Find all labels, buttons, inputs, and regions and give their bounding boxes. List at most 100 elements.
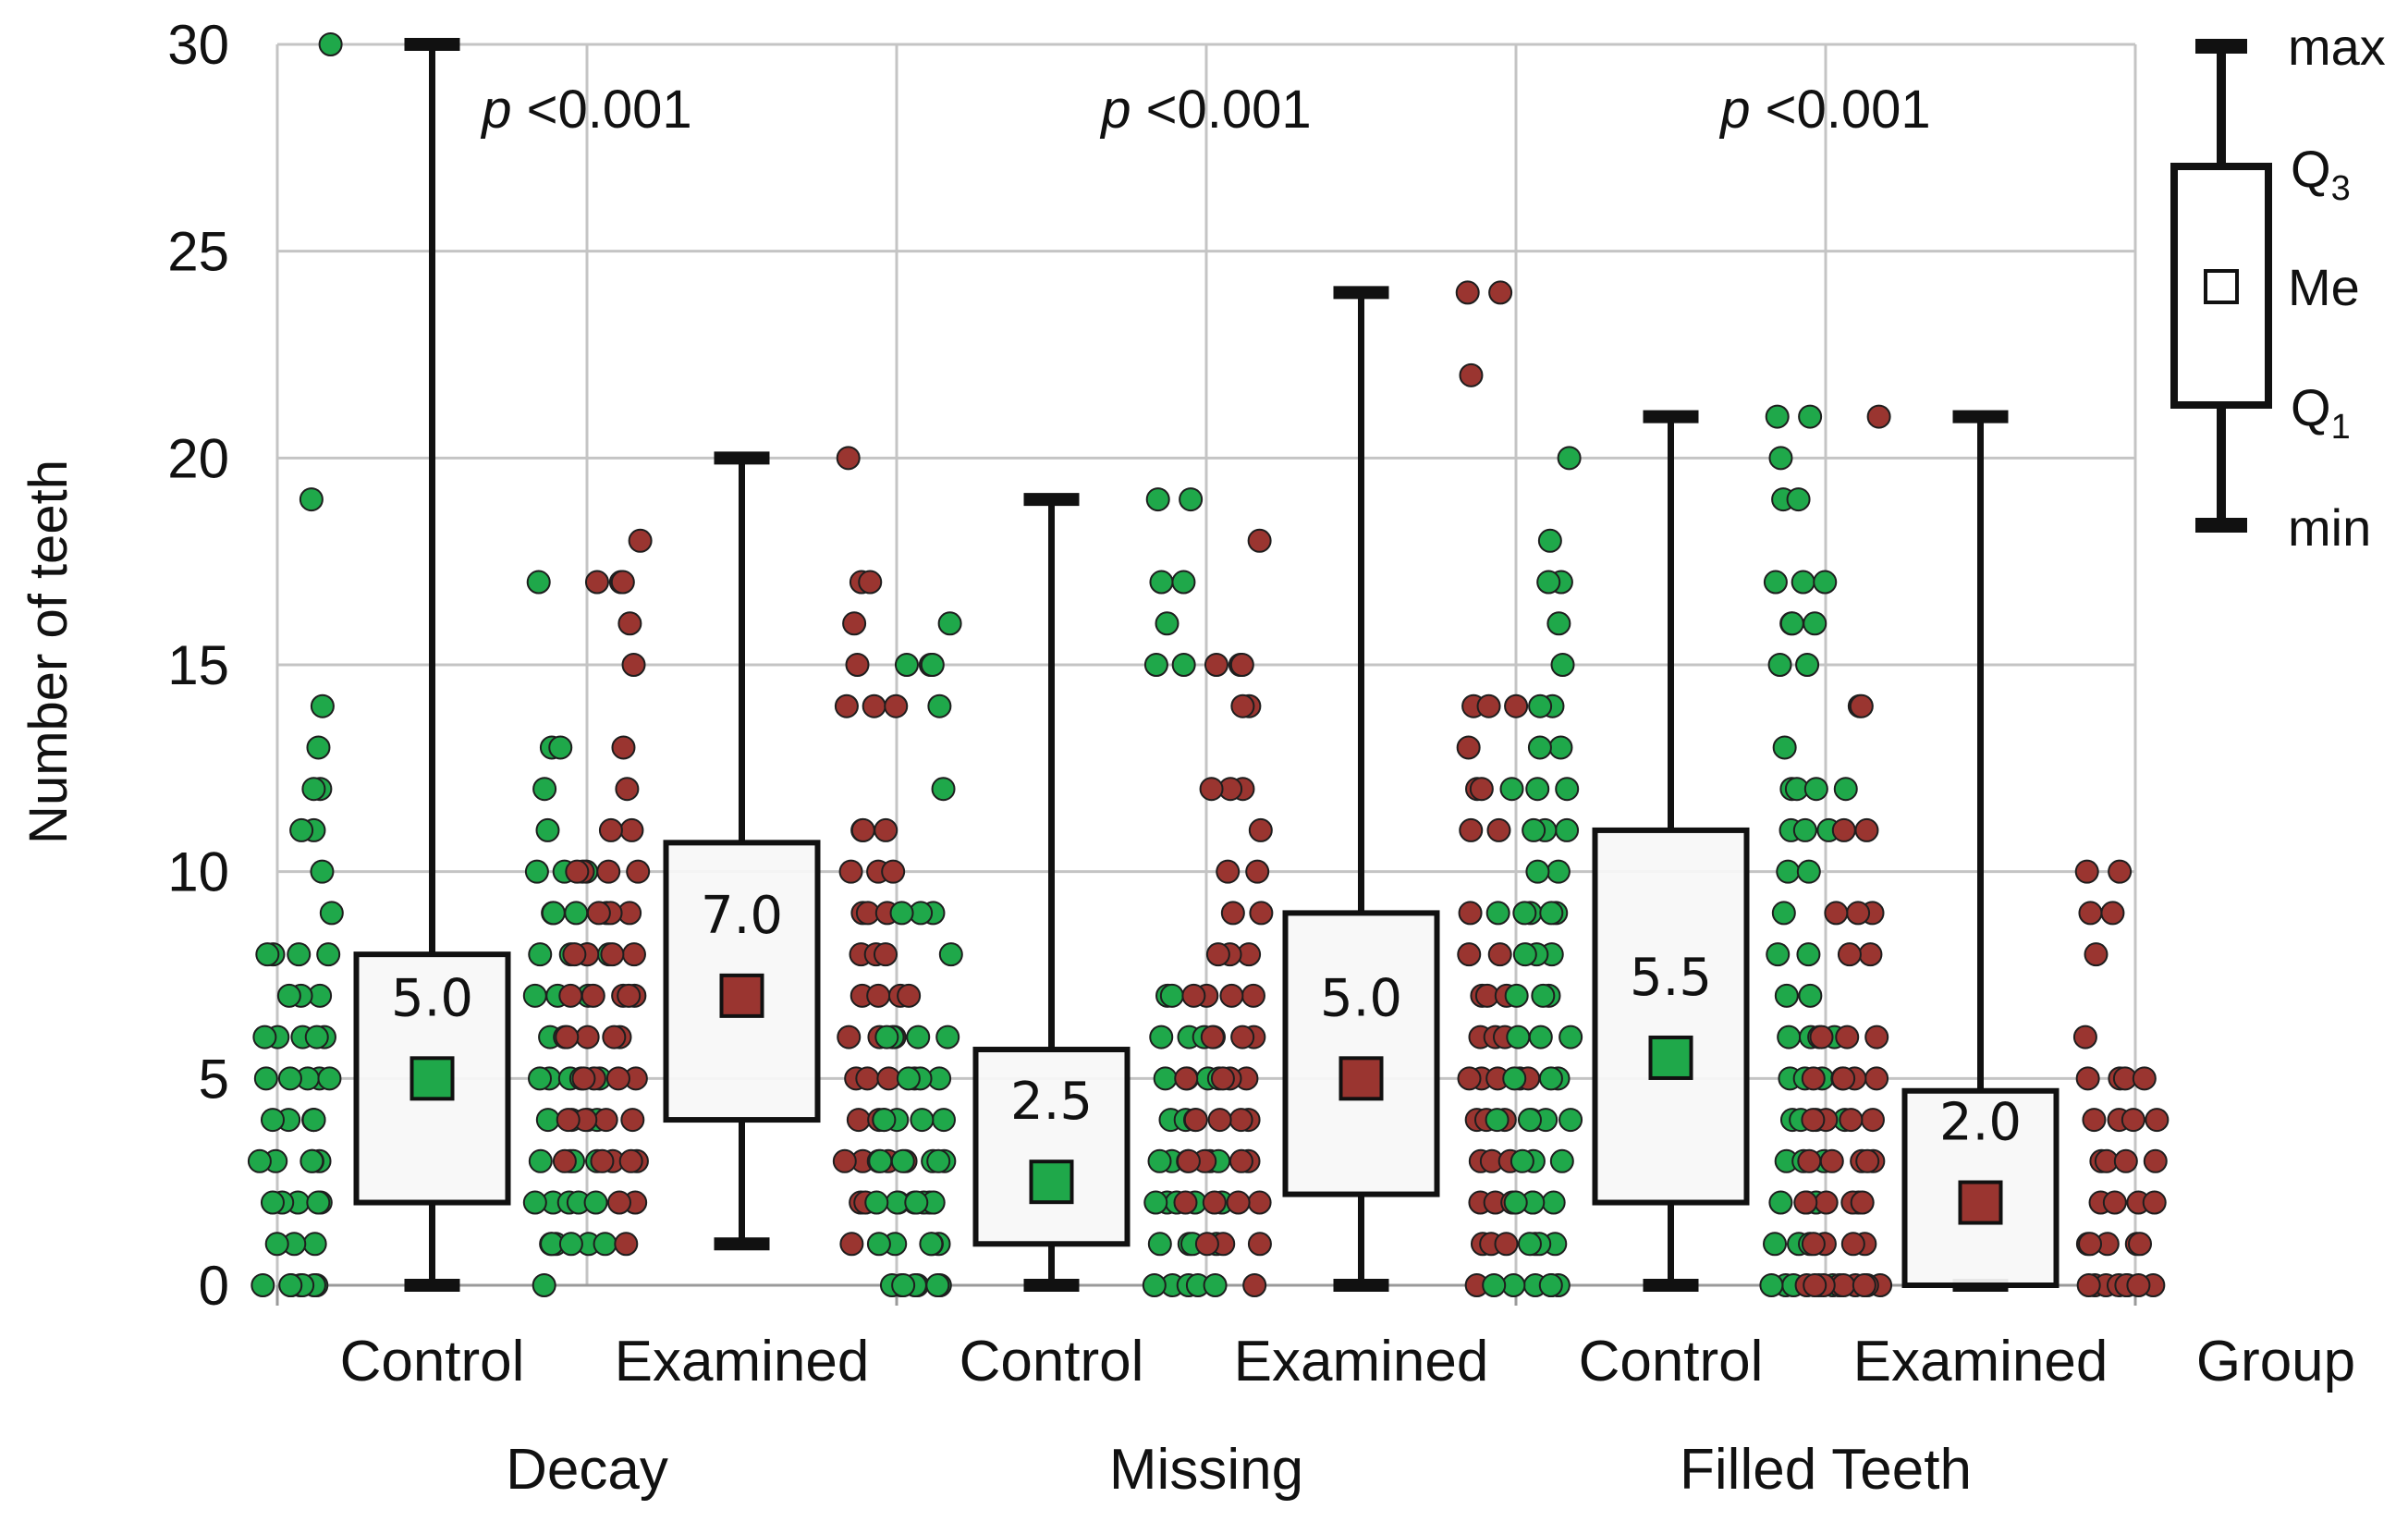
data-point-missing-examined-R2	[1459, 362, 1484, 387]
data-point-missing-control-R3	[1171, 570, 1196, 595]
data-point-filled-teeth-control-L11	[1525, 777, 1550, 802]
data-point-decay-examined-L29	[555, 1025, 580, 1049]
data-point-decay-examined-L2	[610, 570, 635, 595]
data-point-missing-control-L41	[925, 1273, 950, 1297]
box-decay-examined	[663, 840, 821, 1123]
data-point-filled-teeth-control-L21	[1485, 901, 1510, 926]
data-point-filled-teeth-control-L25	[1512, 942, 1537, 967]
data-point-decay-examined-R7	[884, 693, 909, 718]
data-point-missing-control-R2	[1149, 570, 1174, 595]
data-point-filled-teeth-examined-L32	[1840, 1232, 1865, 1257]
data-point-missing-examined-L40	[1247, 1232, 1272, 1257]
data-point-missing-examined-L8	[1199, 777, 1224, 802]
data-point-decay-examined-R38	[832, 1148, 857, 1173]
data-point-decay-examined-R0	[836, 446, 861, 471]
y-axis-label: Number of teeth	[18, 460, 79, 844]
data-point-decay-examined-L37	[556, 1108, 581, 1133]
data-point-filled-teeth-examined-R31	[2076, 1273, 2101, 1297]
data-point-missing-examined-R5	[1504, 693, 1529, 718]
group-label-decay-control: Control	[340, 1330, 525, 1393]
data-point-missing-examined-L31	[1183, 1108, 1208, 1133]
data-point-decay-examined-L9	[598, 817, 623, 842]
data-point-decay-control-R9	[541, 901, 566, 926]
data-point-missing-examined-L43	[1242, 1273, 1267, 1297]
data-point-missing-examined-L35	[1176, 1148, 1201, 1173]
data-point-decay-examined-R43	[839, 1232, 864, 1257]
group-label-missing-examined: Examined	[1234, 1330, 1489, 1393]
data-point-missing-examined-L2	[1229, 653, 1254, 677]
data-point-decay-examined-R9	[850, 817, 875, 842]
data-point-missing-examined-R13	[1487, 942, 1512, 967]
data-point-filled-teeth-examined-R26	[2078, 1232, 2103, 1257]
data-point-decay-control-R37	[583, 1190, 608, 1215]
data-point-filled-teeth-control-R22	[1796, 859, 1821, 884]
data-point-filled-teeth-examined-L7	[1824, 901, 1849, 926]
data-point-missing-control-R37	[1203, 1273, 1228, 1297]
p-value-1: p <0.001	[480, 80, 691, 140]
data-point-filled-teeth-control-L20	[1512, 901, 1537, 926]
data-point-missing-examined-R11	[1458, 901, 1483, 926]
data-point-filled-teeth-control-L4	[1546, 611, 1571, 636]
legend-min-label: min	[2288, 498, 2371, 557]
data-point-decay-control-R12	[528, 942, 553, 967]
data-point-filled-teeth-control-R19	[1792, 817, 1817, 842]
p-value-2: p <0.001	[1099, 80, 1311, 140]
y-tick-label-20: 20	[167, 427, 229, 489]
data-point-missing-control-L25	[926, 1148, 951, 1173]
data-point-filled-teeth-examined-R17	[2143, 1148, 2168, 1173]
data-point-filled-teeth-control-R12	[1795, 653, 1820, 677]
data-point-decay-control-R45	[532, 1273, 556, 1297]
data-point-filled-teeth-control-R21	[1776, 859, 1801, 884]
data-point-decay-examined-L8	[619, 817, 644, 842]
data-point-filled-teeth-examined-L42	[1803, 1273, 1827, 1297]
p-value-text: <0.001	[1766, 80, 1931, 140]
data-point-decay-examined-R21	[866, 983, 891, 1008]
data-point-filled-teeth-examined-L43	[1852, 1273, 1876, 1297]
data-point-missing-examined-L36	[1247, 1190, 1272, 1215]
data-point-filled-teeth-examined-R19	[2102, 1190, 2127, 1215]
data-point-decay-examined-L16	[586, 901, 611, 926]
data-point-decay-examined-R4	[845, 653, 870, 677]
data-point-missing-examined-L26	[1210, 1066, 1235, 1091]
data-point-decay-examined-L6	[611, 735, 636, 760]
data-point-decay-control-R2	[548, 735, 573, 760]
data-point-filled-teeth-examined-L18	[1839, 1108, 1864, 1133]
data-point-decay-examined-L13	[565, 859, 590, 884]
data-point-filled-teeth-examined-R34	[2126, 1273, 2151, 1297]
data-point-missing-examined-R9	[1459, 817, 1484, 842]
data-point-missing-control-L5	[931, 777, 956, 802]
data-point-missing-examined-L11	[1216, 859, 1241, 884]
data-point-decay-control-R0	[526, 570, 551, 595]
data-point-missing-control-L17	[931, 1108, 956, 1133]
data-point-missing-control-L4	[927, 693, 952, 718]
data-point-filled-teeth-examined-L8	[1858, 942, 1883, 967]
group-axis-label: Group	[2196, 1330, 2355, 1393]
data-point-missing-control-R29	[1143, 1190, 1168, 1215]
data-point-decay-control-R5	[524, 859, 549, 884]
data-point-filled-teeth-examined-L16	[1801, 1066, 1826, 1091]
y-tick-label-30: 30	[167, 14, 229, 76]
data-point-missing-examined-L33	[1228, 1148, 1253, 1173]
y-tick-label-15: 15	[167, 634, 229, 696]
data-point-decay-examined-L4	[617, 611, 642, 636]
data-point-filled-teeth-control-L35	[1558, 1108, 1583, 1133]
data-point-filled-teeth-examined-L10	[1864, 1025, 1889, 1049]
data-point-filled-teeth-control-R27	[1798, 983, 1823, 1008]
data-point-filled-teeth-examined-L40	[1831, 1273, 1856, 1297]
data-point-filled-teeth-control-L37	[1517, 1108, 1542, 1133]
data-point-missing-control-L35	[866, 1232, 891, 1257]
data-point-decay-control-L25	[253, 1066, 278, 1091]
data-point-missing-control-L29	[864, 1190, 889, 1215]
data-point-decay-examined-L42	[618, 1148, 643, 1173]
data-point-decay-examined-L20	[562, 942, 587, 967]
data-point-missing-control-L16	[896, 1066, 921, 1091]
y-tick-label-5: 5	[199, 1048, 229, 1110]
data-point-missing-control-L36	[919, 1232, 944, 1257]
data-point-missing-examined-L16	[1205, 942, 1230, 967]
data-point-decay-examined-L27	[602, 1025, 627, 1049]
data-point-filled-teeth-control-L5	[1550, 653, 1575, 677]
data-point-filled-teeth-examined-L28	[1814, 1190, 1839, 1215]
data-point-decay-control-R10	[564, 901, 589, 926]
data-point-decay-examined-L41	[552, 1148, 577, 1173]
data-point-filled-teeth-control-R26	[1774, 983, 1799, 1008]
